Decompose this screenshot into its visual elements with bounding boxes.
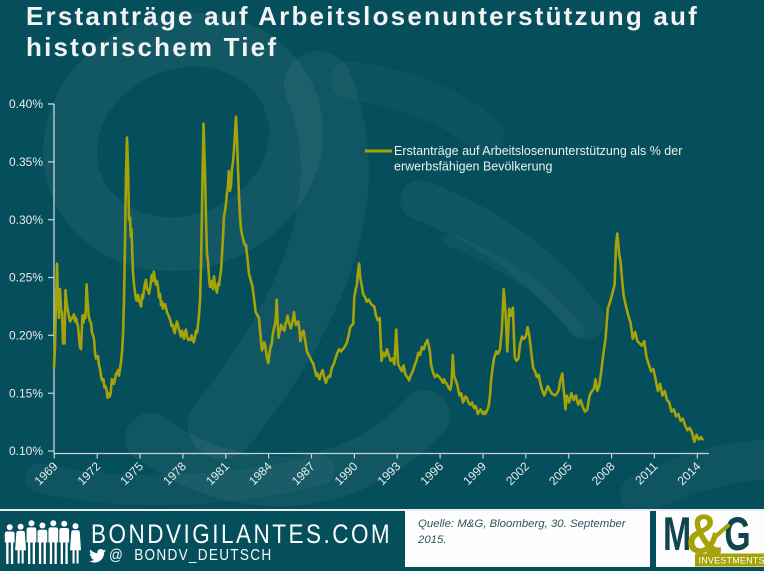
svg-text:0.10%: 0.10%: [9, 444, 43, 458]
svg-text:2005: 2005: [546, 459, 575, 488]
svg-text:1975: 1975: [117, 459, 146, 488]
svg-text:1990: 1990: [332, 459, 361, 488]
svg-text:1978: 1978: [160, 459, 189, 488]
svg-text:0.15%: 0.15%: [9, 386, 43, 400]
svg-text:0.35%: 0.35%: [9, 155, 43, 169]
svg-text:Erstanträge auf Arbeitslosenun: Erstanträge auf Arbeitslosenunterstützun…: [394, 144, 682, 158]
svg-text:2014: 2014: [675, 459, 704, 488]
svg-text:erwerbsfähigen Bevölkerung: erwerbsfähigen Bevölkerung: [394, 160, 552, 174]
svg-text:2002: 2002: [503, 459, 532, 488]
svg-text:1984: 1984: [246, 459, 275, 488]
svg-text:0.25%: 0.25%: [9, 271, 43, 285]
svg-text:1996: 1996: [417, 459, 446, 488]
svg-text:0.20%: 0.20%: [9, 329, 43, 343]
svg-text:1981: 1981: [203, 459, 232, 488]
svg-text:2008: 2008: [589, 459, 618, 488]
svg-text:0.40%: 0.40%: [9, 97, 43, 111]
svg-text:2011: 2011: [632, 459, 660, 487]
svg-text:0.30%: 0.30%: [9, 213, 43, 227]
svg-text:G: G: [724, 511, 750, 560]
svg-text:INVESTMENTS: INVESTMENTS: [699, 556, 764, 566]
svg-text:M: M: [663, 511, 691, 560]
svg-text:1987: 1987: [289, 459, 318, 488]
svg-text:1999: 1999: [460, 459, 489, 488]
svg-text:1972: 1972: [75, 459, 104, 488]
svg-text:1969: 1969: [32, 459, 61, 488]
svg-text:1993: 1993: [375, 459, 404, 488]
